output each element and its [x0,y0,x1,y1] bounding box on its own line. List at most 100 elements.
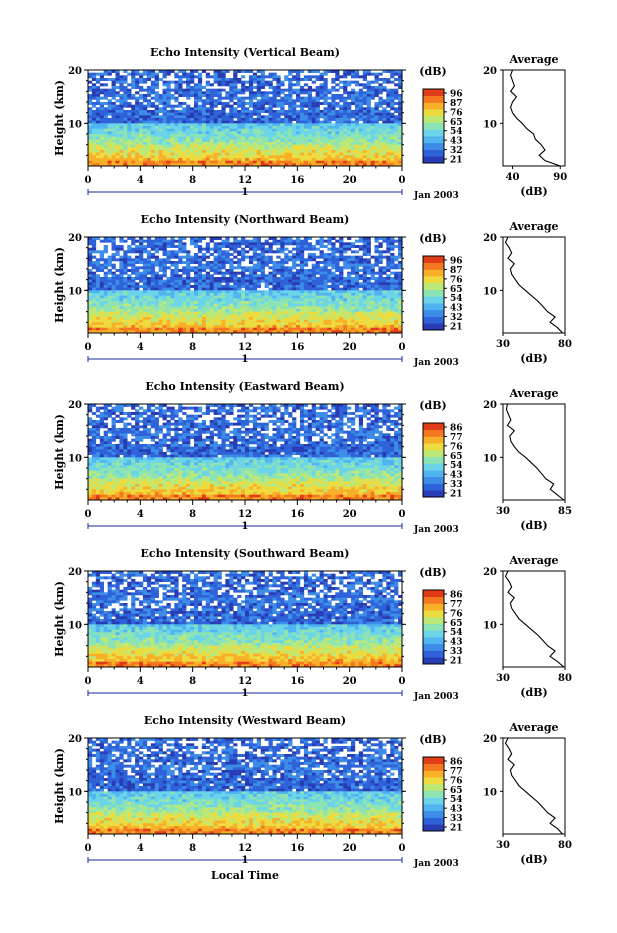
heatmap-cell [351,304,355,307]
heatmap-cell [167,97,171,100]
heatmap-cell [347,142,351,145]
heatmap-cell [355,113,359,116]
heatmap-cell [343,115,347,118]
heatmap-cell [390,158,394,161]
heatmap-cell [316,296,320,299]
heatmap-cell [210,118,214,121]
heatmap-cell [284,158,288,161]
heatmap-cell [127,129,131,132]
heatmap-cell [112,298,116,301]
heatmap-cell [221,142,225,145]
heatmap-cell [261,309,265,312]
heatmap-cell [206,248,210,251]
heatmap-cell [131,264,135,267]
heatmap-cell [135,240,139,243]
heatmap-cell [115,314,119,317]
heatmap-cell [237,123,241,126]
heatmap-cell [151,142,155,145]
heatmap-cell [304,240,308,243]
heatmap-cell [190,142,194,145]
heatmap-cell [233,150,237,153]
heatmap-cell [394,280,398,283]
heatmap-cell [214,161,218,164]
heatmap-cell [378,309,382,312]
heatmap-cell [249,288,253,291]
heatmap-cell [347,261,351,264]
heatmap-cell [202,269,206,272]
heatmap-cell [347,81,351,84]
heatmap-cell [198,110,202,113]
heatmap-cell [202,94,206,97]
heatmap-cell [304,272,308,275]
heatmap-cell [170,240,174,243]
heatmap-cell [382,118,386,121]
heatmap-cell [190,110,194,113]
heatmap-cell [324,266,328,269]
heatmap-cell [335,280,339,283]
heatmap-cell [194,91,198,94]
heatmap-cell [245,301,249,304]
heatmap-cell [104,266,108,269]
heatmap-cell [269,118,273,121]
heatmap-cell [331,317,335,320]
heatmap-cell [190,126,194,129]
heatmap-cell [237,81,241,84]
heatmap-cell [296,153,300,156]
heatmap-cell [347,94,351,97]
heatmap-cell [327,320,331,323]
heatmap-cell [292,304,296,307]
heatmap-cell [284,306,288,309]
heatmap-cell [288,272,292,275]
heatmap-cell [245,306,249,309]
heatmap-cell [386,150,390,153]
heatmap-cell [112,129,116,132]
heatmap-cell [382,285,386,288]
heatmap-cell [178,153,182,156]
heatmap-cell [261,325,265,328]
heatmap-cell [284,97,288,100]
heatmap-cell [324,118,328,121]
heatmap-cell [296,110,300,113]
x-tick-label: 0 [399,175,406,186]
heatmap-cell [316,123,320,126]
heatmap-cell [214,245,218,248]
heatmap-cell [331,129,335,132]
heatmap-cell [394,309,398,312]
heatmap-cell [218,94,222,97]
heatmap-cell [115,280,119,283]
heatmap-cell [386,147,390,150]
heatmap-cell [112,256,116,259]
heatmap-cell [221,137,225,140]
heatmap-cell [269,129,273,132]
heatmap-cell [272,105,276,108]
heatmap-cell [378,158,382,161]
heatmap-cell [151,304,155,307]
heatmap-cell [233,139,237,142]
heatmap-cell [327,258,331,261]
heatmap-cell [276,118,280,121]
heatmap-cell [257,264,261,267]
heatmap-cell [139,97,143,100]
heatmap-cell [367,150,371,153]
heatmap-cell [96,269,100,272]
heatmap-cell [214,145,218,148]
heatmap-cell [167,105,171,108]
heatmap-cell [386,115,390,118]
heatmap-cell [265,150,269,153]
heatmap-cell [320,121,324,124]
heatmap-cell [284,293,288,296]
heatmap-cell [92,129,96,132]
heatmap-cell [186,261,190,264]
heatmap-cell [339,282,343,285]
heatmap-cell [182,304,186,307]
heatmap-cell [300,282,304,285]
heatmap-cell [170,285,174,288]
heatmap-cell [155,126,159,129]
heatmap-cell [221,261,225,264]
heatmap-cell [249,121,253,124]
heatmap-cell [331,102,335,105]
heatmap-cell [131,105,135,108]
heatmap-cell [269,139,273,142]
heatmap-cell [265,309,269,312]
heatmap-cell [249,296,253,299]
